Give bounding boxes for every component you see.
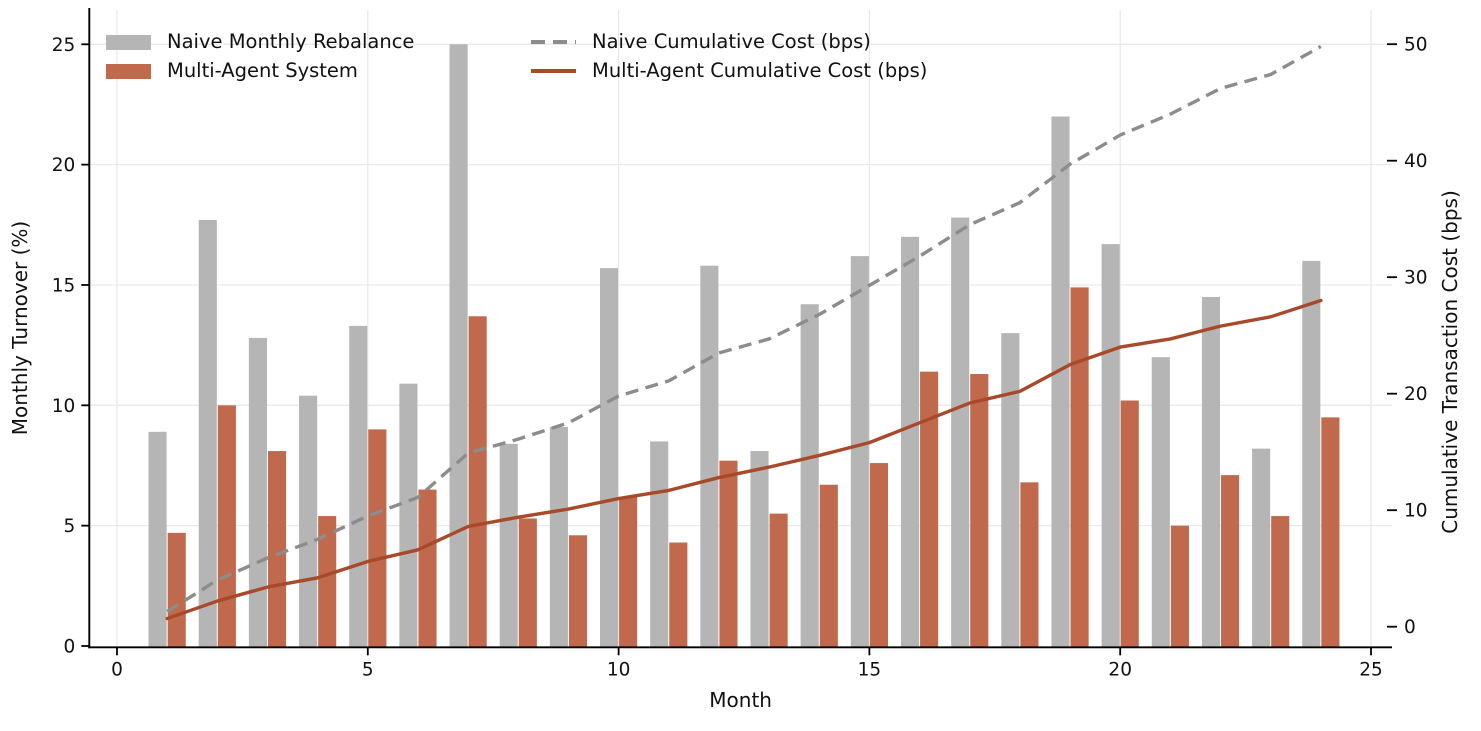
multiagent-turnover-bar [769,513,788,648]
naive-turnover-bar [449,44,468,648]
multiagent-turnover-bar [267,451,287,648]
naive-turnover-bar [349,325,368,648]
multiagent-turnover-bar [368,429,387,648]
x-tick-label: 15 [858,659,882,680]
legend-item-multiagent-bars: Multi-Agent System [106,59,414,83]
naive-turnover-bar [499,443,518,648]
multiagent-turnover-bar [1321,417,1340,648]
multiagent-turnover-bar [619,496,638,648]
multiagent-turnover-bar [1020,482,1039,648]
legend-item-naive-bars: Naive Monthly Rebalance [106,30,414,54]
multiagent-turnover-bar [217,405,236,648]
legend-label-naive-bars: Naive Monthly Rebalance [167,30,415,54]
naive-turnover-bar [549,426,568,648]
y-left-tick-label: 10 [52,396,76,417]
naive-turnover-bar [1101,244,1120,648]
naive-turnover-bar [600,268,619,648]
x-tick-label: 0 [111,659,123,680]
multiagent-turnover-bar [167,532,186,648]
x-tick-label: 25 [1359,659,1383,680]
y-right-tick-label: 20 [1404,384,1428,405]
x-axis-title: Month [709,688,772,712]
multiagent-turnover-bar [970,374,989,648]
y-right-axis-title: Cumulative Transaction Cost (bps) [1438,190,1462,534]
legend-label-multiagent-bars: Multi-Agent System [167,59,358,83]
multiagent-turnover-bar [518,518,537,648]
naive-turnover-bar [900,236,920,648]
multiagent-turnover-bar [1070,287,1089,648]
multiagent-turnover-bar [819,484,838,648]
multiagent-turnover-bar [1120,400,1139,648]
y-left-tick-label: 5 [64,516,76,537]
naive-turnover-bar [1252,448,1271,648]
legend-item-multiagent-line: Multi-Agent Cumulative Cost (bps) [530,59,927,83]
x-tick-label: 5 [362,659,374,680]
x-tick-label: 10 [607,659,631,680]
y-right-tick-label: 0 [1404,617,1416,638]
naive-dashed-line-swatch-icon [531,40,576,44]
multiagent-turnover-bar [669,542,688,648]
naive-turnover-bar [951,217,970,648]
multiagent-turnover-bar [1221,475,1240,648]
y-left-tick-label: 25 [52,35,76,56]
naive-bar-swatch-icon [106,34,151,50]
x-tick-label: 20 [1108,659,1132,680]
naive-turnover-bar [399,383,418,648]
naive-turnover-bar [850,256,869,648]
y-right-tick-label: 40 [1404,151,1428,172]
multiagent-turnover-bar [1170,525,1189,648]
multiagent-cumulative-cost-line [165,298,1323,621]
naive-turnover-bar [198,219,217,648]
naive-turnover-bar [1201,297,1221,648]
multiagent-turnover-bar [468,316,487,648]
y-left-axis-title: Monthly Turnover (%) [8,221,32,435]
legend-bars-column: Naive Monthly Rebalance Multi-Agent Syst… [106,30,414,88]
legend-item-naive-line: Naive Cumulative Cost (bps) [530,30,927,54]
multiagent-turnover-bar [418,489,437,648]
naive-turnover-bar [650,441,669,648]
y-left-tick-label: 15 [52,275,76,296]
naive-turnover-bar [1151,357,1170,648]
y-right-tick-label: 10 [1404,501,1428,522]
naive-turnover-bar [750,451,769,648]
naive-turnover-bar [700,265,719,648]
y-right-tick-label: 30 [1404,268,1428,289]
legend-label-naive-line: Naive Cumulative Cost (bps) [592,30,871,54]
multiagent-turnover-bar [719,460,738,648]
naive-turnover-bar [1001,333,1020,648]
naive-turnover-bar [148,431,167,648]
naive-turnover-bar [248,337,267,648]
multiagent-turnover-bar [920,371,939,648]
legend-label-multiagent-line: Multi-Agent Cumulative Cost (bps) [592,59,928,83]
y-left-tick-label: 0 [64,637,76,658]
multiagent-turnover-bar [1271,516,1290,648]
naive-turnover-bar [299,395,318,648]
multiagent-turnover-bar [869,463,888,648]
naive-cumulative-cost-line [166,45,1322,613]
multiagent-solid-line-swatch-icon [531,69,576,73]
multiagent-turnover-bar [318,516,337,648]
multiagent-turnover-bar [568,535,588,648]
y-right-tick-label: 50 [1404,35,1428,56]
naive-turnover-bar [1051,116,1070,648]
naive-turnover-bar [800,304,819,648]
naive-turnover-bar [1302,260,1321,648]
legend-lines-column: Naive Cumulative Cost (bps) Multi-Agent … [530,30,927,88]
multiagent-bar-swatch-icon [106,63,151,79]
y-left-tick-label: 20 [52,155,76,176]
